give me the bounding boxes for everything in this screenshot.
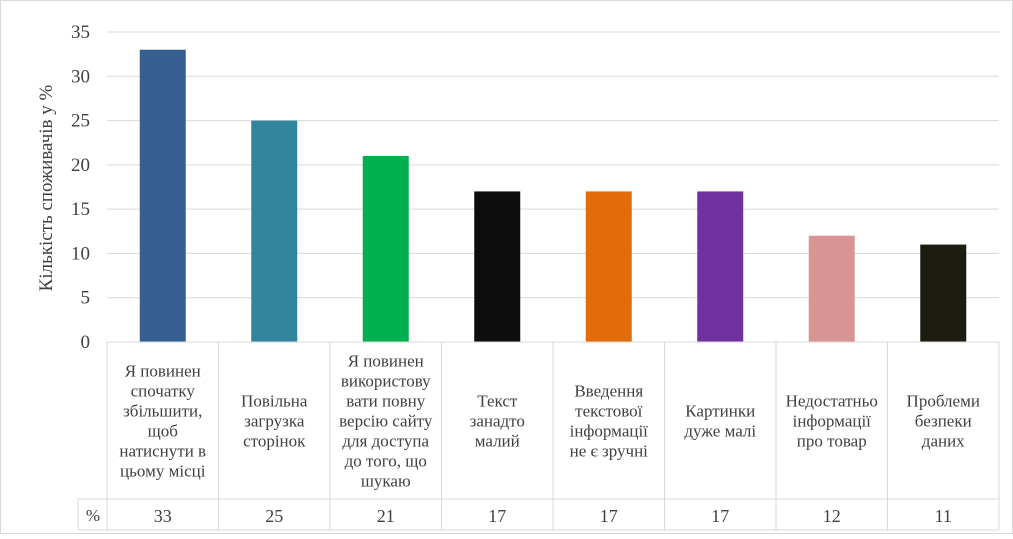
category-label: Я повинен використову вати повну версію сай…: [339, 352, 433, 491]
bar: [585, 191, 632, 342]
y-axis-title: Кількість споживачів у %: [36, 84, 57, 291]
bar: [474, 191, 521, 342]
bar: [251, 120, 298, 342]
table-value: 17: [711, 506, 729, 526]
category-label: Текст занадто малий: [470, 392, 525, 451]
bar: [362, 156, 409, 342]
table-value: 17: [600, 506, 618, 526]
y-tick-label: 20: [71, 155, 90, 176]
y-tick-label: 30: [71, 66, 90, 87]
bar: [808, 235, 855, 342]
data-table: % Я повинен спочатку збільшити, щоб натиснути…: [77, 341, 1000, 531]
category-label: Введення текстової інформації не є зручні: [570, 382, 649, 461]
category-label: Недостатньо інформації про товар: [786, 392, 878, 451]
bars: [139, 49, 967, 342]
axes: 0 5 10 15 20 25 30 35: [71, 22, 90, 353]
y-tick-label: 25: [71, 111, 90, 132]
table-value: 11: [935, 506, 952, 526]
y-tick-label: 10: [71, 243, 90, 264]
table-row-label: %: [86, 506, 100, 525]
bar: [920, 244, 967, 342]
bar: [697, 191, 744, 342]
y-tick-label: 15: [71, 199, 90, 220]
category-label: Проблеми безпеки даних: [907, 392, 980, 451]
bar: [139, 49, 186, 342]
table-value: 21: [377, 506, 395, 526]
y-tick-label: 35: [71, 22, 90, 43]
category-label: Я повинен спочатку збільшити, щоб натиснути …: [119, 362, 206, 481]
category-label: Повільна загрузка сторінок: [241, 392, 308, 451]
table-value: 33: [154, 506, 172, 526]
category-label: Картинки дуже малі: [684, 402, 756, 441]
table-value: 17: [488, 506, 506, 526]
y-tick-label: 5: [81, 288, 91, 309]
table-value: 12: [823, 506, 841, 526]
table-value: 25: [265, 506, 283, 526]
y-tick-label: 0: [81, 332, 91, 353]
